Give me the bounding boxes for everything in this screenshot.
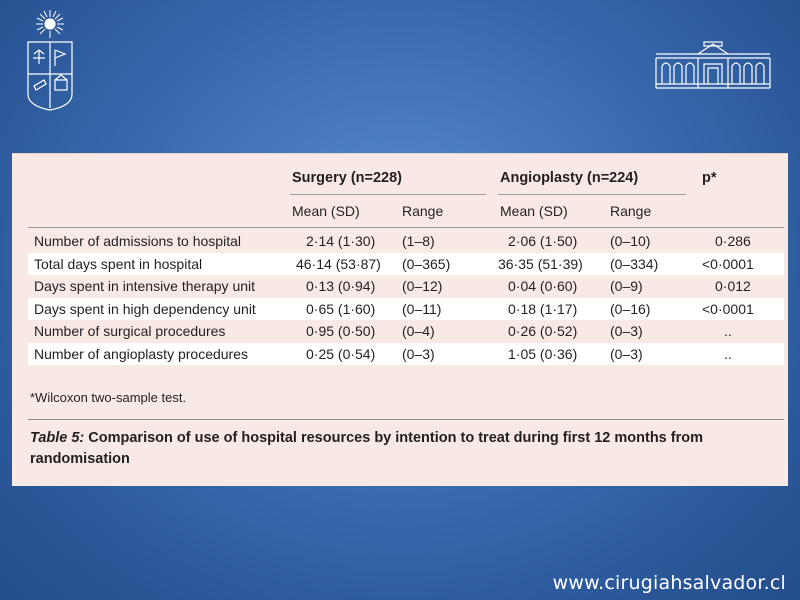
row-label: Number of angioplasty procedures bbox=[34, 346, 249, 362]
header-surgery: Surgery (n=228) bbox=[292, 170, 403, 186]
surgery-range-cell: (0–4) bbox=[402, 323, 435, 339]
table-card: Surgery (n=228) Angioplasty (n=224) p* M… bbox=[12, 153, 788, 486]
hospital-building-icon bbox=[655, 41, 771, 89]
surgery-range-cell: (0–3) bbox=[402, 346, 435, 362]
university-crest-icon bbox=[27, 10, 73, 111]
angioplasty-range-cell: (0–9) bbox=[610, 278, 643, 294]
surgery-range-cell: (0–365) bbox=[402, 256, 451, 272]
surgery-range-cell: (0–11) bbox=[402, 301, 442, 317]
surgery-mean-cell: 0·25 (0·54) bbox=[306, 346, 376, 362]
surgery-mean-cell: 0·95 (0·50) bbox=[306, 323, 376, 339]
row-label: Days spent in high dependency unit bbox=[34, 301, 256, 317]
footer-url: www.cirugiahsalvador.cl bbox=[552, 572, 786, 594]
surgery-mean-cell: 0·65 (1·60) bbox=[306, 301, 376, 317]
angioplasty-range-cell: (0–3) bbox=[610, 323, 643, 339]
row-stripe bbox=[28, 298, 784, 320]
angioplasty-mean-cell: 36·35 (51·39) bbox=[498, 256, 583, 272]
row-stripe bbox=[28, 343, 784, 365]
rule-angioplasty bbox=[498, 194, 686, 195]
header-p-value: p* bbox=[702, 170, 717, 186]
angioplasty-mean-cell: 0·04 (0·60) bbox=[508, 278, 578, 294]
row-stripe bbox=[28, 253, 784, 275]
row-label: Total days spent in hospital bbox=[34, 256, 203, 272]
p-value-cell: <0·0001 bbox=[702, 301, 754, 317]
p-value-cell: 0·012 bbox=[715, 278, 751, 294]
rule-surgery bbox=[290, 194, 486, 195]
row-label: Number of admissions to hospital bbox=[34, 233, 241, 249]
rule-caption-top bbox=[28, 419, 784, 420]
caption-text: Comparison of use of hospital resources … bbox=[30, 430, 703, 467]
angioplasty-mean-cell: 0·26 (0·52) bbox=[508, 323, 578, 339]
subheader-angioplasty-mean: Mean (SD) bbox=[500, 203, 568, 219]
subheader-surgery-range: Range bbox=[402, 203, 444, 219]
rule-header-bottom bbox=[28, 227, 784, 228]
angioplasty-range-cell: (0–334) bbox=[610, 256, 659, 272]
header-angioplasty: Angioplasty (n=224) bbox=[500, 170, 639, 186]
surgery-range-cell: (1–8) bbox=[402, 233, 435, 249]
angioplasty-range-cell: (0–10) bbox=[610, 233, 651, 249]
caption-label: Table 5: bbox=[30, 430, 85, 446]
row-label: Number of surgical procedures bbox=[34, 323, 226, 339]
p-value-cell: <0·0001 bbox=[702, 256, 754, 272]
row-label: Days spent in intensive therapy unit bbox=[34, 278, 256, 294]
p-value-cell: .. bbox=[724, 346, 732, 362]
surgery-mean-cell: 2·14 (1·30) bbox=[306, 233, 376, 249]
p-value-cell: .. bbox=[724, 323, 732, 339]
subheader-surgery-mean: Mean (SD) bbox=[292, 203, 360, 219]
angioplasty-mean-cell: 1·05 (0·36) bbox=[508, 346, 578, 362]
table-caption: Table 5: Comparison of use of hospital r… bbox=[30, 428, 750, 470]
subheader-angioplasty-range: Range bbox=[610, 203, 652, 219]
angioplasty-range-cell: (0–3) bbox=[610, 346, 643, 362]
surgery-mean-cell: 0·13 (0·94) bbox=[306, 278, 376, 294]
table-footnote: *Wilcoxon two-sample test. bbox=[30, 390, 187, 405]
surgery-range-cell: (0–12) bbox=[402, 278, 443, 294]
angioplasty-mean-cell: 2·06 (1·50) bbox=[508, 233, 578, 249]
surgery-mean-cell: 46·14 (53·87) bbox=[296, 256, 381, 272]
angioplasty-range-cell: (0–16) bbox=[610, 301, 651, 317]
angioplasty-mean-cell: 0·18 (1·17) bbox=[508, 301, 578, 317]
p-value-cell: 0·286 bbox=[715, 233, 751, 249]
resources-table: Surgery (n=228) Angioplasty (n=224) p* M… bbox=[12, 154, 788, 486]
